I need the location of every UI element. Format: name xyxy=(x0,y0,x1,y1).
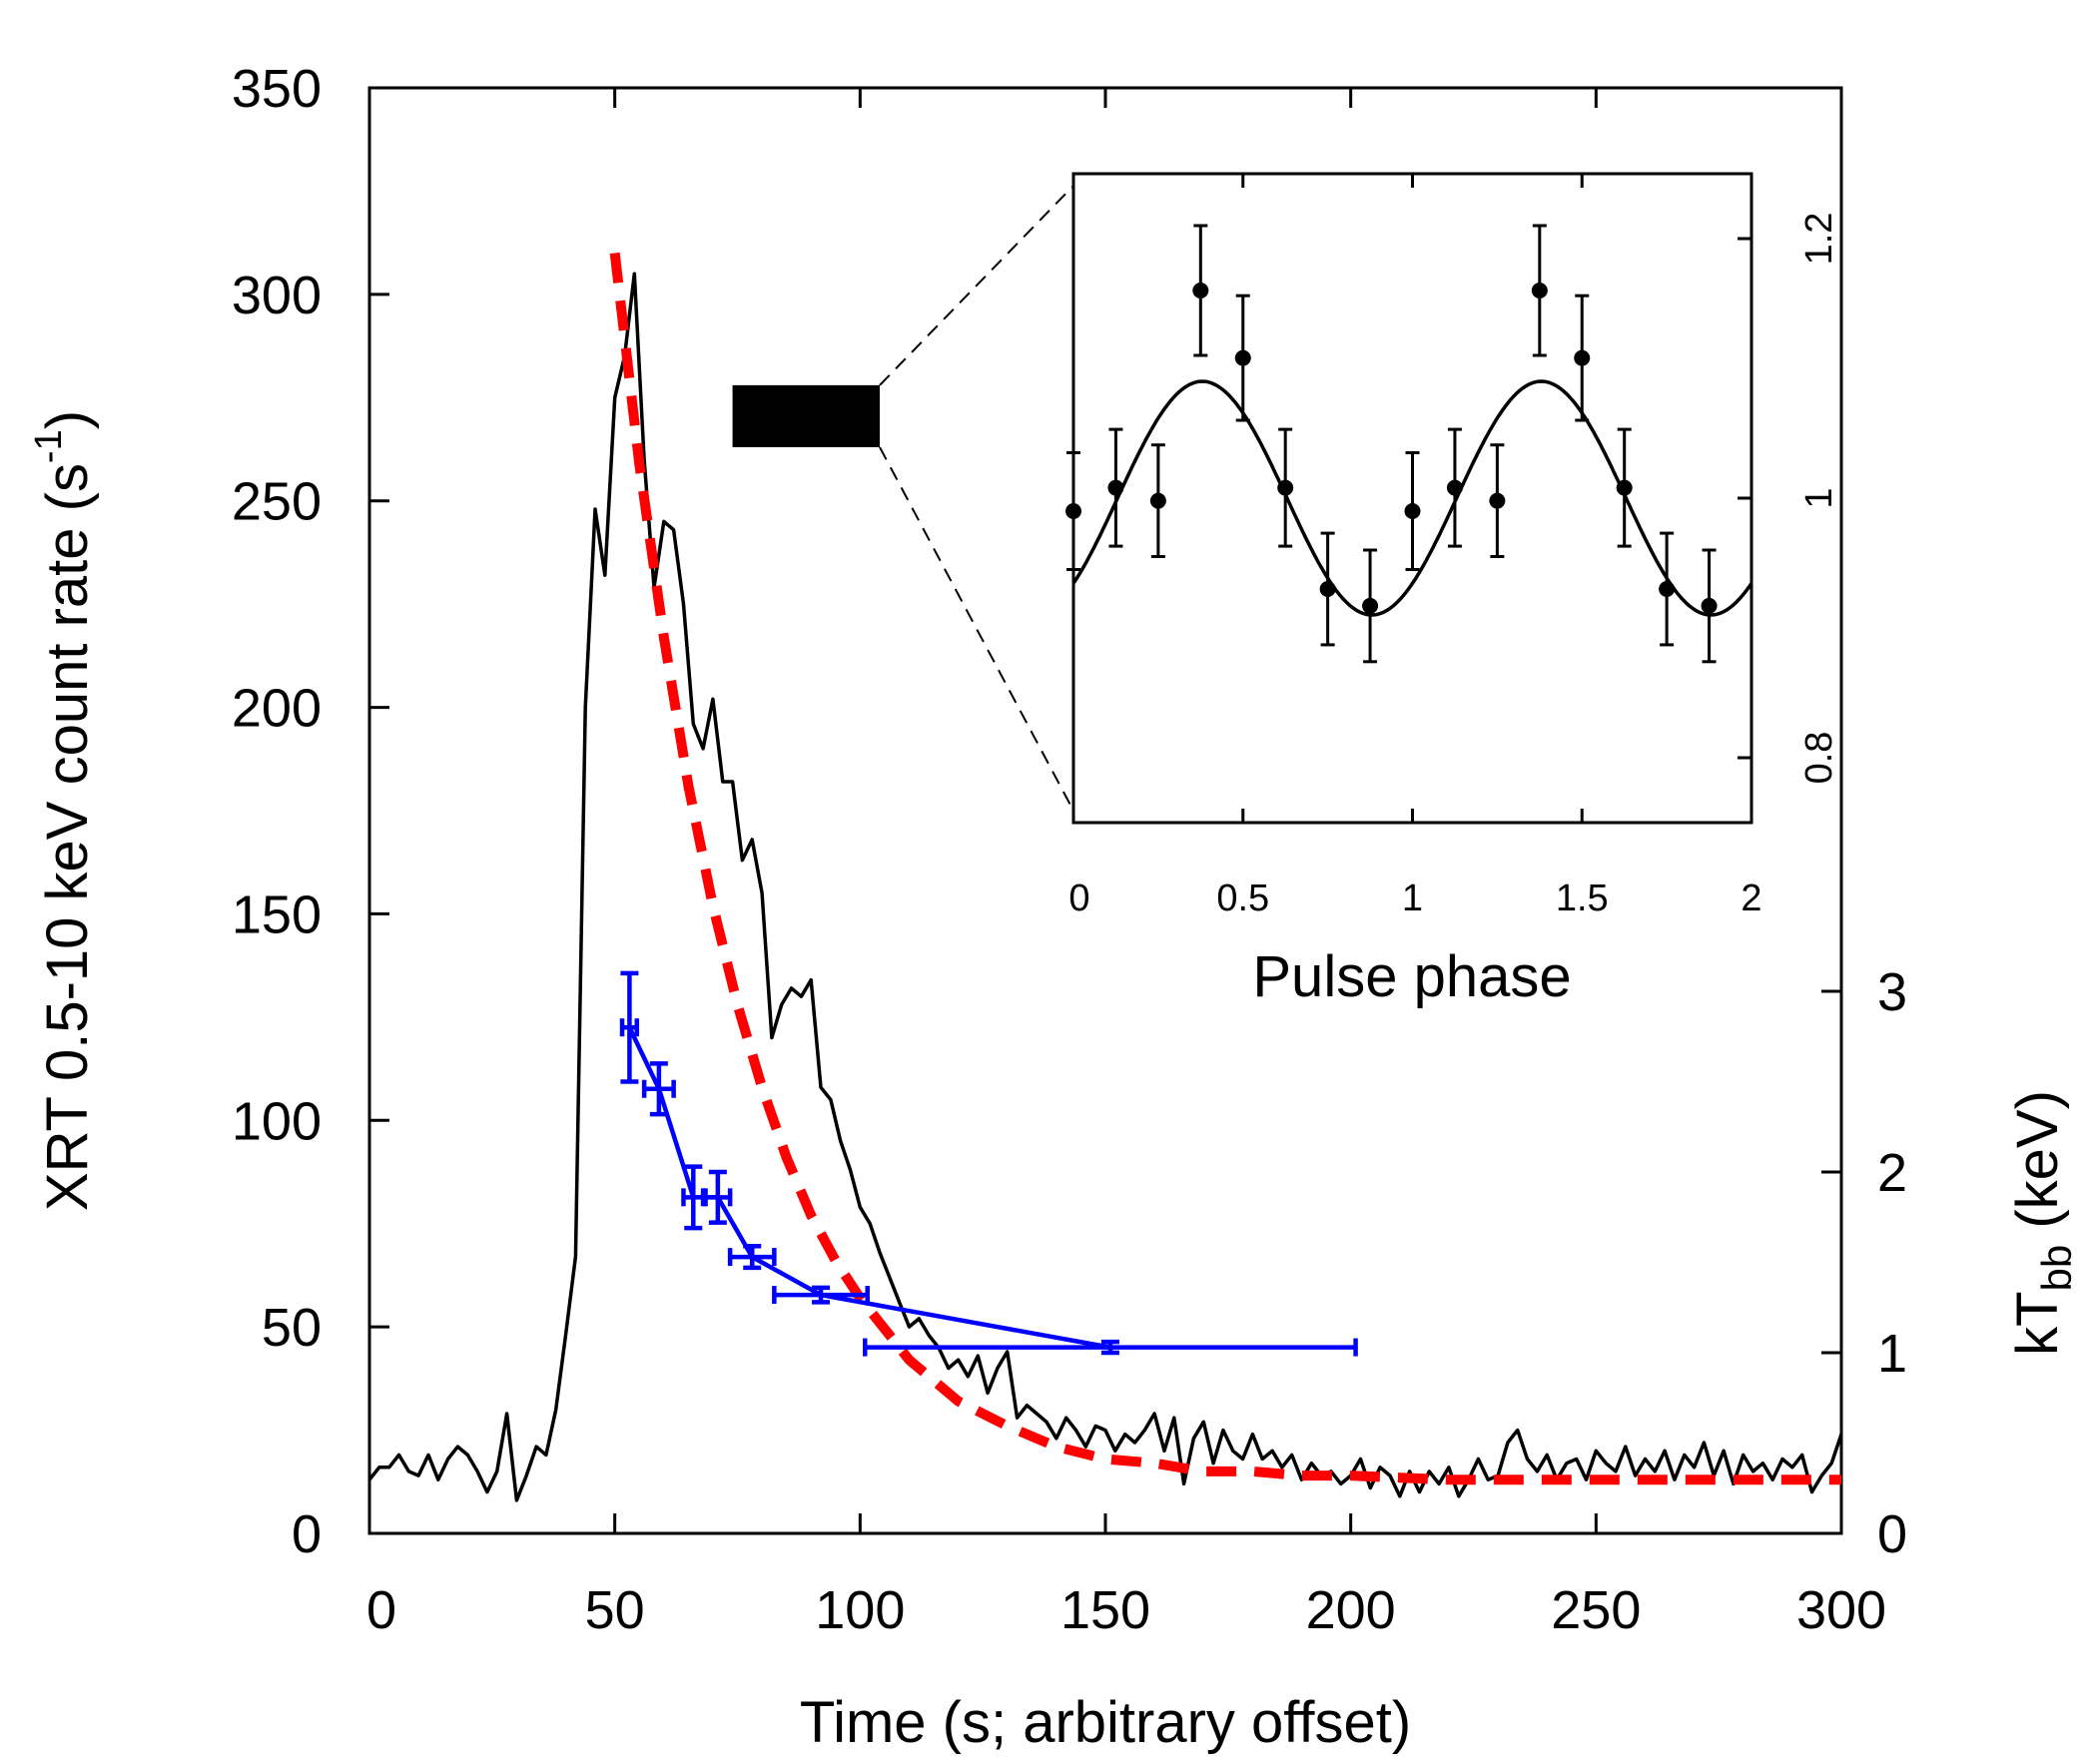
y2-axis-title-main: kT xyxy=(2005,1291,2070,1355)
y2-tick-label-1: 1 xyxy=(1877,1324,1907,1384)
inset-connector-bottom xyxy=(879,446,1074,812)
y2-tick-label-0: 0 xyxy=(1877,1504,1907,1564)
inset-connector-top xyxy=(879,185,1074,386)
pulse-interval-box xyxy=(732,384,880,447)
x-tick-label-5: 250 xyxy=(1551,1580,1641,1640)
inset-x-axis-title: Pulse phase xyxy=(1252,944,1571,1009)
inset-point-5 xyxy=(1277,427,1294,548)
inset-point-7 xyxy=(1362,548,1379,664)
inset-point-6 xyxy=(1319,531,1336,647)
series-light-curve xyxy=(367,272,1843,1502)
y-axis-title-main: XRT 0.5-10 keV count rate (s xyxy=(35,463,100,1211)
x-tick-label-6: 300 xyxy=(1796,1580,1886,1640)
y-axis-title-superscript: -1 xyxy=(28,429,70,463)
y-tick-label-6: 300 xyxy=(232,266,322,325)
kt-point-0 xyxy=(619,970,640,1084)
inset-tick-labels: 0 0.5 1 1.5 2 0.8 1 1.2 xyxy=(1068,213,1840,919)
inset-point-0 xyxy=(1065,451,1081,571)
inset-point-3 xyxy=(1192,224,1209,357)
x-tick-label-2: 100 xyxy=(815,1580,905,1640)
y-tick-label-4: 200 xyxy=(232,679,322,739)
x-tick-label-3: 150 xyxy=(1060,1580,1150,1640)
main-tick-labels: 0 50 100 150 200 250 3000501001502002503003500… xyxy=(232,59,1907,1640)
inset-y-tick-label-1: 1 xyxy=(1798,487,1840,508)
inset-sinusoid-model xyxy=(1071,379,1753,617)
y2-axis-title: kTbb (keV) xyxy=(2005,1090,2080,1356)
series-exponential-fit xyxy=(609,252,1841,1485)
inset-point-11 xyxy=(1531,224,1548,357)
x-axis-title: Time (s; arbitrary offset) xyxy=(800,1690,1411,1755)
inset-point-9 xyxy=(1446,427,1463,548)
y-axis-title: XRT 0.5-10 keV count rate (s-1) xyxy=(28,410,100,1211)
inset-x-tick-label-1: 0.5 xyxy=(1216,878,1269,919)
y-tick-label-7: 350 xyxy=(232,59,322,119)
y2-axis-title-close: (keV) xyxy=(2005,1090,2070,1245)
inset-point-1 xyxy=(1107,427,1124,548)
inset-point-2 xyxy=(1149,443,1166,558)
kt-point-5 xyxy=(772,1285,870,1305)
inset-point-12 xyxy=(1574,294,1591,422)
inset-point-4 xyxy=(1234,294,1251,422)
y-tick-label-0: 0 xyxy=(292,1504,322,1564)
inset-x-tick-label-0: 0 xyxy=(1068,878,1089,919)
inset-y-tick-label-0: 0.8 xyxy=(1798,732,1840,785)
series-blackbody-temperature xyxy=(619,970,1358,1357)
inset-x-tick-label-2: 1 xyxy=(1402,878,1423,919)
inset-point-13 xyxy=(1616,427,1633,548)
kt-point-6 xyxy=(862,1338,1358,1357)
x-tick-label-1: 50 xyxy=(585,1580,645,1640)
main-axis-ticks xyxy=(367,86,1843,1535)
inset-y-tick-label-2: 1.2 xyxy=(1798,213,1840,266)
y-tick-label-5: 250 xyxy=(232,472,322,532)
y-axis-title-close: ) xyxy=(35,410,100,429)
x-tick-label-0: 0 xyxy=(366,1580,396,1640)
kt-point-4 xyxy=(727,1243,777,1271)
x-tick-label-4: 200 xyxy=(1306,1580,1396,1640)
inset-point-10 xyxy=(1489,443,1506,558)
y2-tick-label-2: 2 xyxy=(1877,1143,1907,1203)
kt-connecting-line xyxy=(627,1026,1111,1350)
kt-point-3 xyxy=(703,1169,733,1225)
kt-point-1 xyxy=(641,1061,676,1117)
inset-x-tick-label-4: 2 xyxy=(1741,878,1761,919)
inset-axis-ticks xyxy=(1071,174,1753,823)
y-tick-label-2: 100 xyxy=(232,1091,322,1151)
inset-point-8 xyxy=(1404,451,1421,571)
inset-x-tick-label-3: 1.5 xyxy=(1556,878,1609,919)
kt-point-2 xyxy=(681,1164,706,1231)
y-tick-label-1: 50 xyxy=(262,1298,322,1358)
y2-tick-label-3: 3 xyxy=(1877,962,1907,1022)
y-tick-label-3: 150 xyxy=(232,884,322,944)
inset-point-15 xyxy=(1701,548,1718,664)
y2-axis-title-subscript: bb xyxy=(2033,1245,2080,1292)
inset-point-14 xyxy=(1659,531,1676,647)
inset-data-points xyxy=(1065,224,1718,664)
